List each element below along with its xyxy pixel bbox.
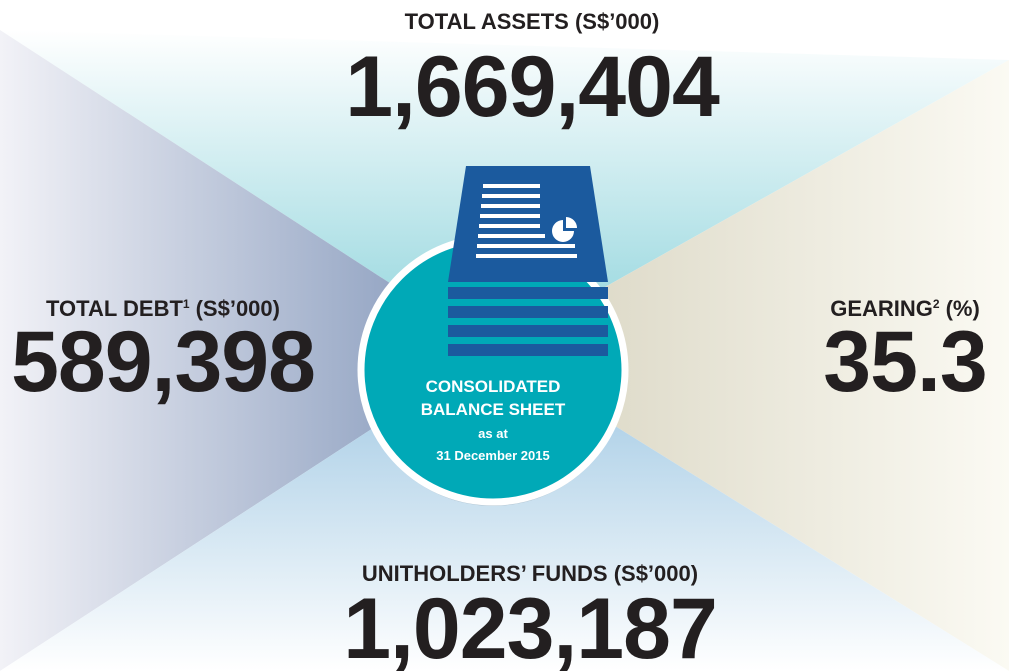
center-subtitle: 31 December 2015: [436, 448, 549, 463]
metric-value: 35.3: [823, 314, 986, 410]
center-title: BALANCE SHEET: [421, 400, 566, 419]
center-subtitle: as at: [478, 426, 508, 441]
infographic: CONSOLIDATED BALANCE SHEET as at 31 Dece…: [0, 0, 1009, 671]
footnote-mark: 2: [933, 297, 940, 311]
metric-value: 1,023,187: [343, 581, 717, 671]
metric-value: 1,669,404: [345, 39, 720, 135]
footnote-mark: 1: [183, 297, 190, 311]
metric-label: TOTAL ASSETS (S$’000): [405, 9, 660, 34]
center-title: CONSOLIDATED: [426, 377, 561, 396]
metric-value: 589,398: [11, 314, 315, 410]
document-icon: [448, 166, 608, 356]
